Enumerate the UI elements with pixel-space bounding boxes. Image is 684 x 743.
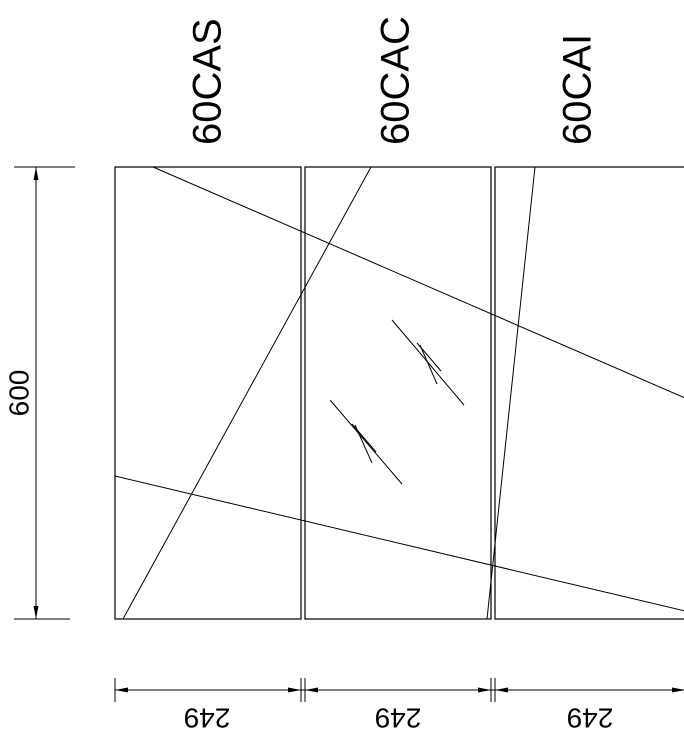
width-1-label: 249 [184,703,231,734]
width-2-label: 249 [375,703,422,734]
panel-2-label: 60CAC [374,16,418,145]
height-dimension [14,166,75,620]
panel-2 [304,166,492,620]
panel-3 [494,166,684,620]
glass-glare-marks [329,319,465,485]
panel-1-label: 60CAS [186,18,230,145]
panels [114,166,684,620]
width-dimensions [114,678,684,702]
panel-3-label: 60CAI [556,34,600,145]
panel-1 [114,166,302,620]
width-dimension-arrows [115,687,684,693]
height-dimension-label: 600 [3,370,34,417]
pattern-lines [114,166,684,620]
width-3-label: 249 [567,703,614,734]
